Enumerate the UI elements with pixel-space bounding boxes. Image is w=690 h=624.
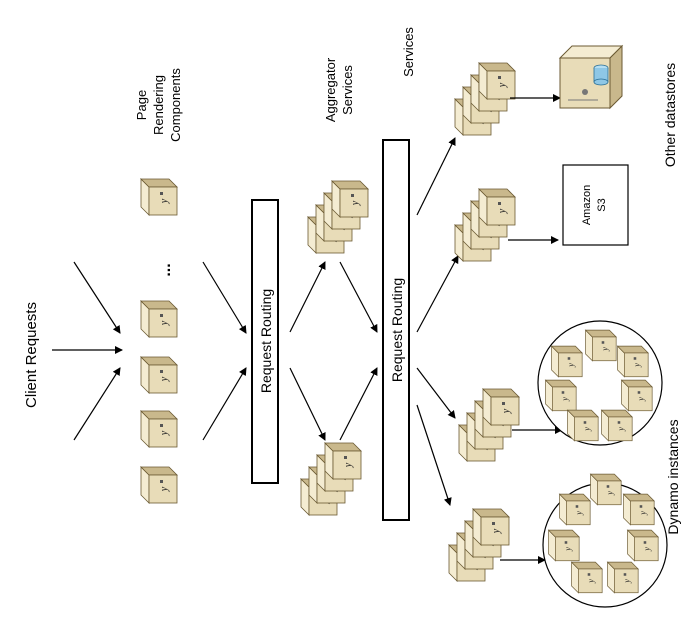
page-rendering-line-2: Rendering: [151, 75, 166, 135]
server-icon: [559, 493, 591, 526]
dynamo-instances-label: Dynamo instances: [665, 419, 681, 534]
page-rendering-components: ...: [140, 178, 178, 504]
aggregator-label: Aggregator Services: [323, 57, 355, 122]
service-to-datastore-arrows: [500, 94, 563, 564]
server-icon: [548, 529, 580, 562]
server-icon: [140, 356, 178, 394]
database-server-icon: [558, 44, 624, 110]
request-routing-box-1: Request Routing: [251, 199, 279, 484]
service-stack-4: [448, 508, 510, 582]
request-routing-box-2: Request Routing: [382, 139, 410, 521]
server-icon: [140, 410, 178, 448]
aggregator-arrows: [289, 261, 378, 441]
aggregator-line-1: Aggregator: [323, 57, 338, 122]
services-label: Services: [401, 27, 416, 77]
dynamo-ring-2: [542, 473, 668, 608]
server-icon: [567, 409, 599, 442]
client-arrow-1: [73, 261, 121, 334]
page-rendering-label: Page Rendering Components: [134, 68, 183, 142]
other-datastores-label: Other datastores: [662, 63, 678, 167]
server-icon: [545, 379, 577, 412]
page-rendering-line-1: Page: [134, 90, 149, 120]
client-requests-label: Client Requests: [23, 302, 40, 408]
service-stack-2: [454, 188, 516, 262]
server-icon: [590, 473, 622, 506]
request-routing-label-1: Request Routing: [258, 289, 274, 393]
render-to-routing-arrows: [202, 261, 247, 441]
server-icon: [627, 529, 659, 562]
amazon-s3-line-1: Amazon: [581, 185, 593, 225]
server-icon: [331, 180, 369, 218]
server-icon: [551, 345, 583, 378]
ellipsis: ...: [157, 263, 174, 276]
server-icon: [601, 409, 633, 442]
server-icon: [571, 561, 603, 594]
server-icon: [140, 178, 178, 216]
server-icon: [472, 508, 510, 546]
server-icon: [607, 561, 639, 594]
server-icon: [478, 188, 516, 226]
server-icon: [623, 493, 655, 526]
page-rendering-line-3: Components: [168, 68, 183, 142]
server-icon: [585, 329, 617, 362]
server-icon: [140, 466, 178, 504]
service-stack-1: [454, 62, 516, 136]
amazon-s3-line-2: S3: [596, 198, 608, 211]
server-icon: [617, 345, 649, 378]
server-icon: [621, 379, 653, 412]
aggregator-stack-top: [307, 180, 369, 254]
routing-to-services-arrows: [416, 137, 459, 506]
amazon-s3-box: Amazon S3: [562, 164, 629, 246]
server-icon: [478, 62, 516, 100]
client-arrows: [52, 261, 123, 441]
server-icon: [482, 388, 520, 426]
server-icon: [140, 300, 178, 338]
dynamo-ring-1: [537, 320, 663, 446]
aggregator-line-2: Services: [340, 65, 355, 115]
aggregator-stack-bottom: [300, 442, 362, 516]
client-arrow-3: [73, 367, 121, 441]
request-routing-label-2: Request Routing: [389, 278, 405, 382]
server-icon: [324, 442, 362, 480]
service-stack-3: [458, 388, 520, 462]
